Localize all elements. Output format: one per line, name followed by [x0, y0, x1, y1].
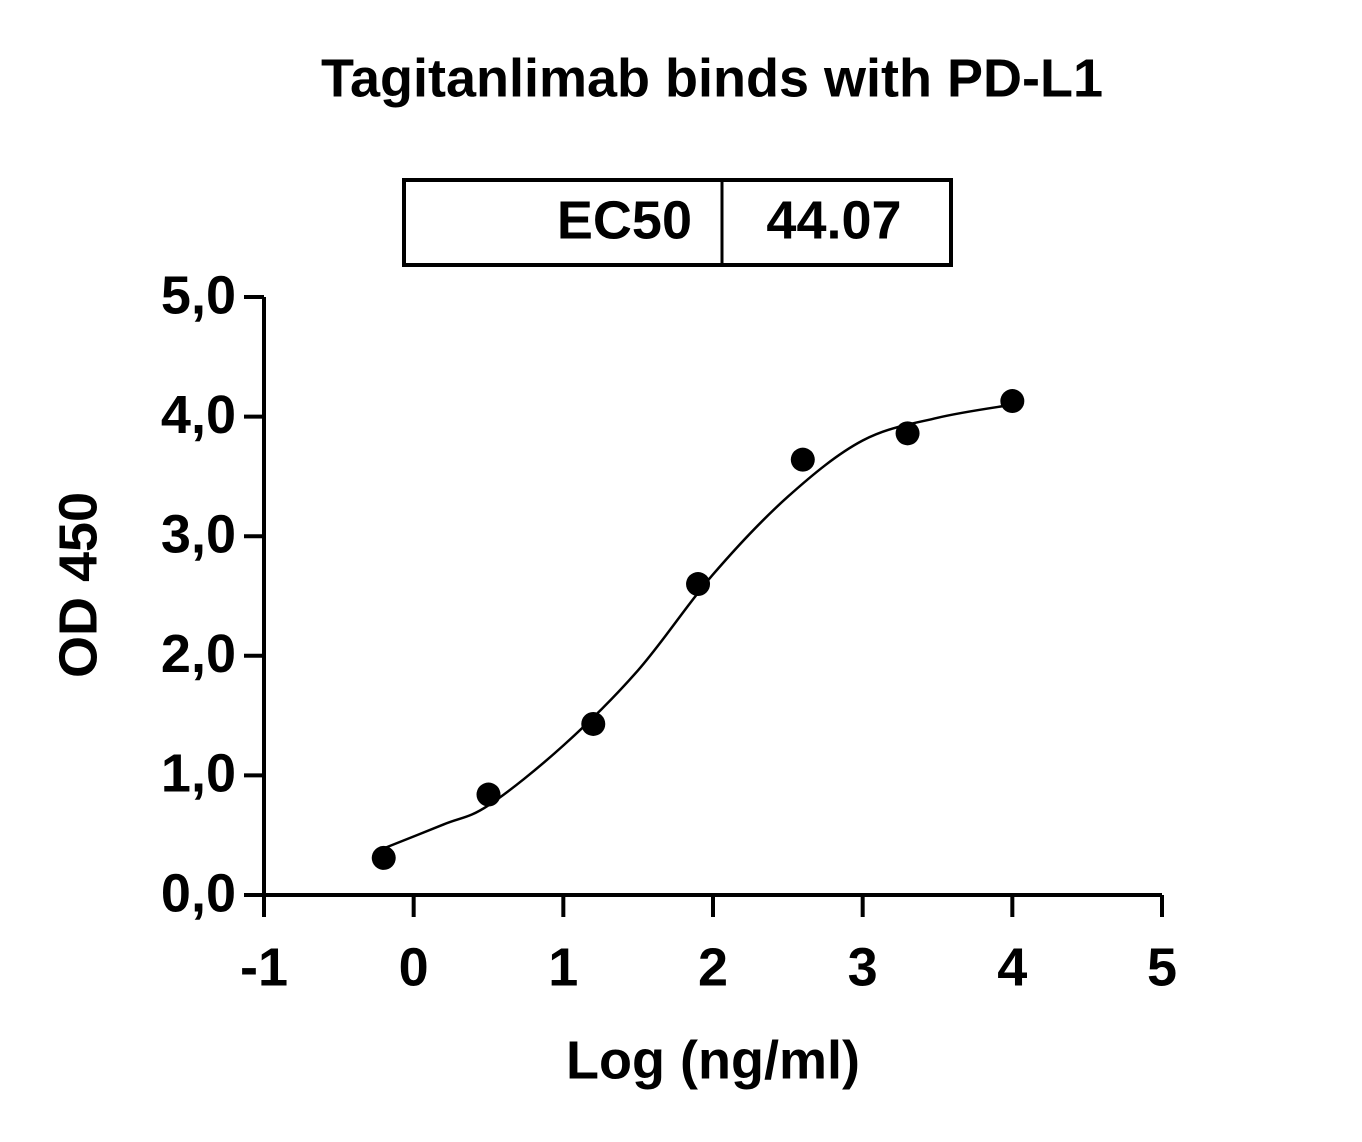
- data-point: [371, 845, 396, 870]
- x-tick-label: 3: [848, 937, 878, 997]
- ec50-box: [402, 178, 953, 267]
- y-tick-label: 5,0: [161, 265, 236, 325]
- data-point: [581, 711, 606, 736]
- x-axis-label: Log (ng/ml): [566, 1030, 860, 1090]
- x-tick-label: 5: [1147, 937, 1177, 997]
- fit-curve: [383, 403, 1013, 850]
- y-tick-label: 3,0: [161, 504, 236, 564]
- x-tick-label: -1: [240, 937, 288, 997]
- data-point: [476, 782, 501, 807]
- y-tick-label: 0,0: [161, 863, 236, 923]
- y-tick-label: 1,0: [161, 744, 236, 804]
- chart-title: Tagitanlimab binds with PD-L1: [321, 48, 1103, 108]
- y-tick-label: 2,0: [161, 624, 236, 684]
- x-tick-label: 2: [698, 937, 728, 997]
- x-tick-label: 1: [548, 937, 578, 997]
- data-point: [1000, 389, 1025, 414]
- ec50-label: EC50: [557, 190, 692, 250]
- data-point: [686, 572, 711, 597]
- x-tick-label: 4: [997, 937, 1027, 997]
- y-axis-label: OD 450: [48, 492, 108, 678]
- ec50-value: 44.07: [766, 190, 901, 250]
- y-tick-label: 4,0: [161, 385, 236, 445]
- data-point: [790, 447, 815, 472]
- x-tick-label: 0: [399, 937, 429, 997]
